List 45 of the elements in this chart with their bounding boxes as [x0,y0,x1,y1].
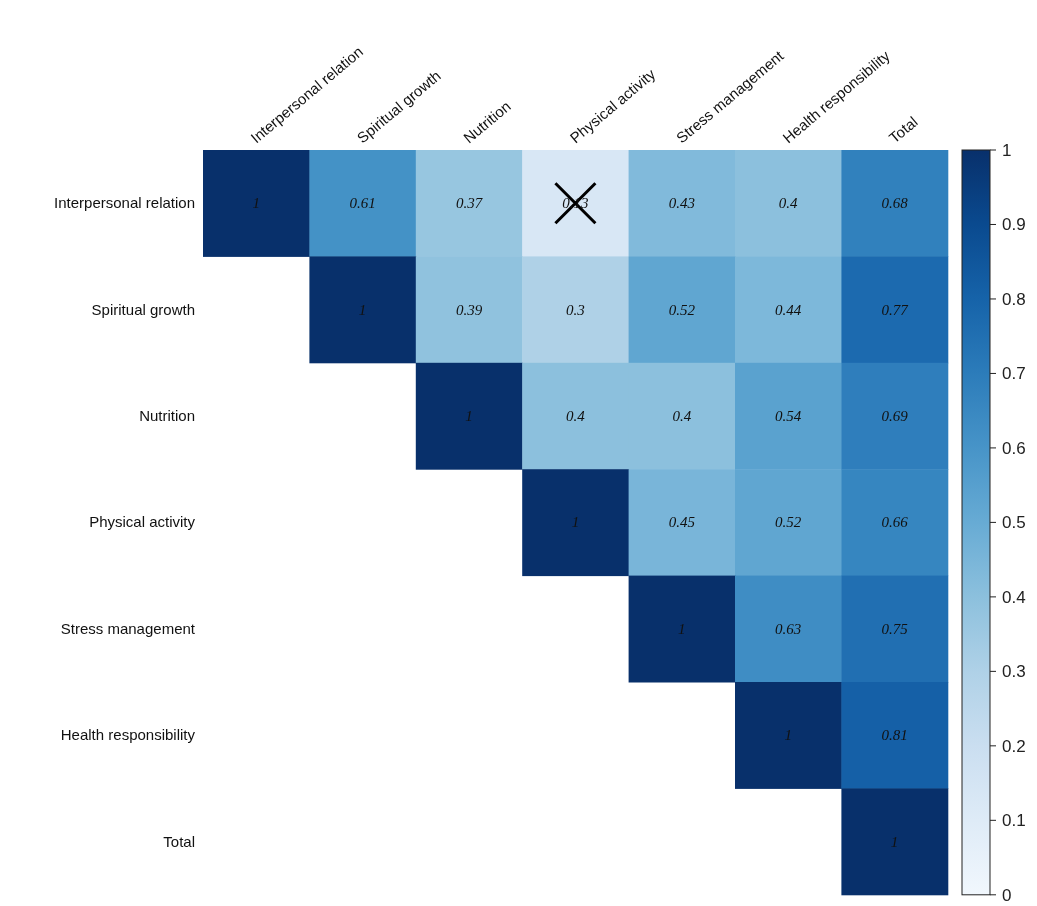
data-label: 0.39 [455,301,483,318]
data-label: 1 [890,833,899,850]
data-label: 0.77 [881,301,910,318]
data-label: 0.52 [668,301,696,318]
data-label: 0.75 [881,620,909,637]
color-bar-label: 0.2 [1002,736,1026,756]
data-label: 1 [465,408,473,424]
data-label: 0.54 [775,408,802,424]
y-tick-label: Health responsibility [60,726,196,744]
data-label: 0.44 [775,301,802,318]
data-label: 0.52 [775,514,802,531]
data-label: 0.45 [668,514,696,531]
y-tick-label: Nutrition [139,407,195,424]
y-tick-label: Stress management [60,619,196,637]
y-tick-label: Physical activity [89,513,196,531]
data-label: 0.61 [349,195,376,212]
data-label: 1 [784,727,792,744]
data-label: 0.4 [566,408,586,424]
color-bar-label: 0 [1002,885,1012,905]
color-bar-label: 0.3 [1002,662,1026,682]
color-bar-label: 0.1 [1002,811,1026,831]
data-label: 0.66 [881,514,909,531]
data-label: 1 [252,195,260,212]
color-bar-label: 1 [1002,141,1012,160]
data-label: 0.69 [881,408,909,424]
color-bar-label: 0.9 [1002,215,1026,235]
y-tick-label: Total [163,832,195,850]
data-label: 1 [571,514,580,531]
color-bar-label: 0.4 [1002,587,1026,607]
data-label: 0.37 [455,195,484,212]
data-label: 0.43 [668,195,695,212]
data-label: 1 [358,301,367,318]
color-bar-label: 0.8 [1002,289,1026,309]
data-label: 0.4 [778,195,799,212]
y-tick-label: Spiritual growth [91,300,195,318]
data-label: 0.3 [566,301,585,318]
color-bar-label: 0.6 [1002,438,1026,458]
data-label: 0.63 [775,620,802,637]
y-tick-label: Interpersonal relation [54,194,195,212]
color-bar-label: 0.7 [1002,364,1026,384]
data-label: 0.68 [881,195,909,212]
color-bar-label: 0.5 [1002,513,1026,533]
data-label: 0.4 [672,408,692,424]
data-label: 1 [678,620,686,637]
data-label: 0.81 [881,727,908,744]
